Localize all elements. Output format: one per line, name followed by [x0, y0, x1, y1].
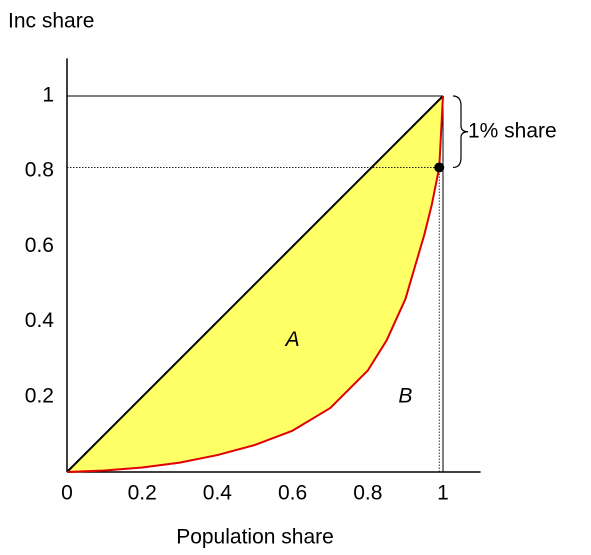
y-tick-label: 1 [42, 84, 54, 107]
x-tick-label: 0.8 [353, 482, 382, 505]
annotation-b: B [398, 384, 412, 407]
y-tick-label: 0.8 [25, 159, 54, 182]
marker-point [434, 162, 445, 173]
equality-line [66, 95, 444, 473]
y-tick-label: 0.2 [25, 384, 54, 407]
annotation-a: A [284, 328, 300, 351]
x-tick-label: 0.2 [128, 482, 157, 505]
brace [452, 95, 469, 169]
x-tick-label: 0.6 [278, 482, 307, 505]
y-tick-label: 0.6 [25, 234, 54, 257]
y-axis-label: Inc share [8, 10, 94, 33]
x-tick-label: 1 [437, 482, 449, 505]
brace-label: 1% share [468, 119, 557, 142]
x-tick-label: 0.4 [203, 482, 233, 505]
lorenz-curve [66, 95, 444, 473]
y-tick-label: 0.4 [25, 309, 55, 332]
x-tick-label: 0 [61, 482, 73, 505]
x-axis-label: Population share [176, 526, 334, 549]
